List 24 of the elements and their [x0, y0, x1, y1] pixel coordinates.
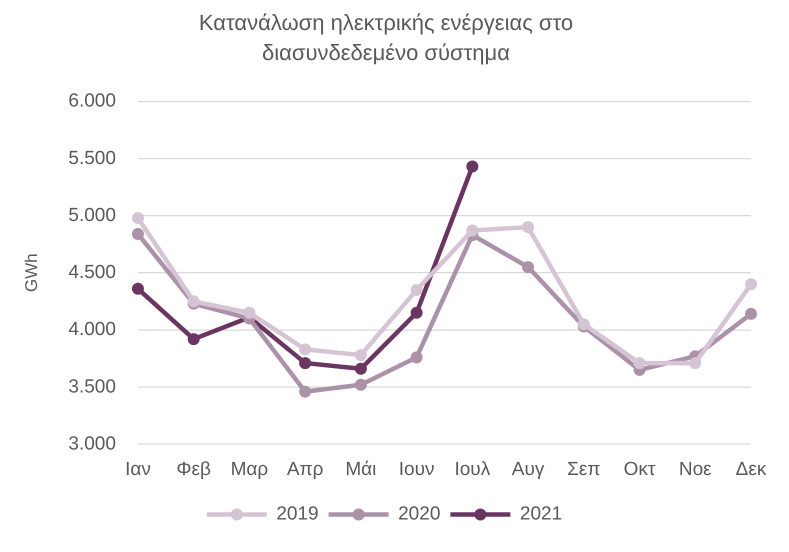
x-tick-label: Οκτ — [624, 458, 656, 480]
x-tick-label: Νοε — [678, 458, 712, 480]
legend-label: 2020 — [398, 504, 440, 525]
x-tick-label: Ιαν — [125, 458, 151, 480]
chart-title: Κατανάλωση ηλεκτρικής ενέργειας στο διασυνδεδεμένο σύστημα — [198, 9, 574, 67]
y-tick-label: 4.000 — [68, 319, 116, 340]
x-tick-label: Μάι — [345, 458, 376, 480]
y-tick-label: 3.000 — [68, 433, 116, 454]
x-tick-label: Σεπ — [567, 458, 600, 480]
y-tick-label: 3.500 — [68, 376, 116, 398]
x-tick-label: Δεκ — [736, 458, 767, 480]
x-tick-label: Ιουν — [398, 458, 434, 480]
x-tick-label: Ιουλ — [454, 458, 491, 480]
x-tick-label: Αυγ — [512, 458, 545, 480]
y-tick-label: 5.500 — [68, 148, 116, 169]
y-tick-label: 6.000 — [68, 90, 116, 112]
legend-label: 2019 — [276, 504, 319, 525]
y-axis-title: GWh — [22, 253, 41, 292]
x-tick-label: Μαρ — [230, 458, 268, 480]
legend-label: 2021 — [520, 504, 562, 525]
y-tick-label: 4.500 — [68, 262, 116, 284]
x-tick-label: Φεβ — [176, 458, 212, 480]
x-tick-label: Απρ — [286, 458, 324, 480]
y-tick-label: 5.000 — [68, 204, 116, 226]
